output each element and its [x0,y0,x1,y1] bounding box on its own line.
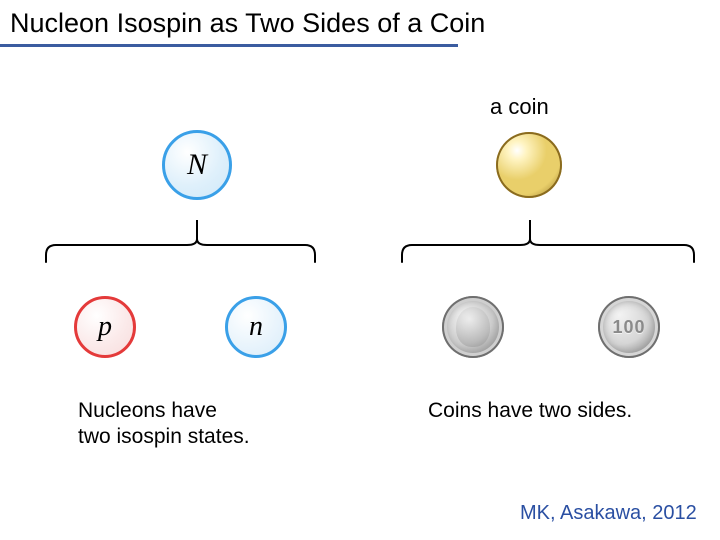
gold-coin-icon [496,132,562,198]
coin-label: a coin [490,94,549,120]
silver-coin-front-icon [442,296,504,358]
caption-left-line1: Nucleons have [78,399,217,422]
brace-right-icon [398,218,698,274]
proton-label: p [98,311,112,343]
slide: { "title": { "text": "Nucleon Isospin as… [0,0,720,540]
neutron-circle: n [225,296,287,358]
neutron-label: n [249,311,263,343]
coin-denomination: 100 [612,317,645,338]
nucleon-n-circle: N [162,130,232,200]
nucleon-n-label: N [187,148,207,182]
caption-left-line2: two isospin states. [78,425,250,448]
brace-left-icon [42,218,319,274]
title-underline [0,44,458,47]
proton-circle: p [74,296,136,358]
page-title: Nucleon Isospin as Two Sides of a Coin [10,8,485,39]
attribution: MK, Asakawa, 2012 [520,502,697,525]
silver-coin-back-icon: 100 [598,296,660,358]
caption-right: Coins have two sides. [428,398,632,424]
title-block: Nucleon Isospin as Two Sides of a Coin [10,8,485,39]
caption-left: Nucleons have two isospin states. [78,398,250,451]
